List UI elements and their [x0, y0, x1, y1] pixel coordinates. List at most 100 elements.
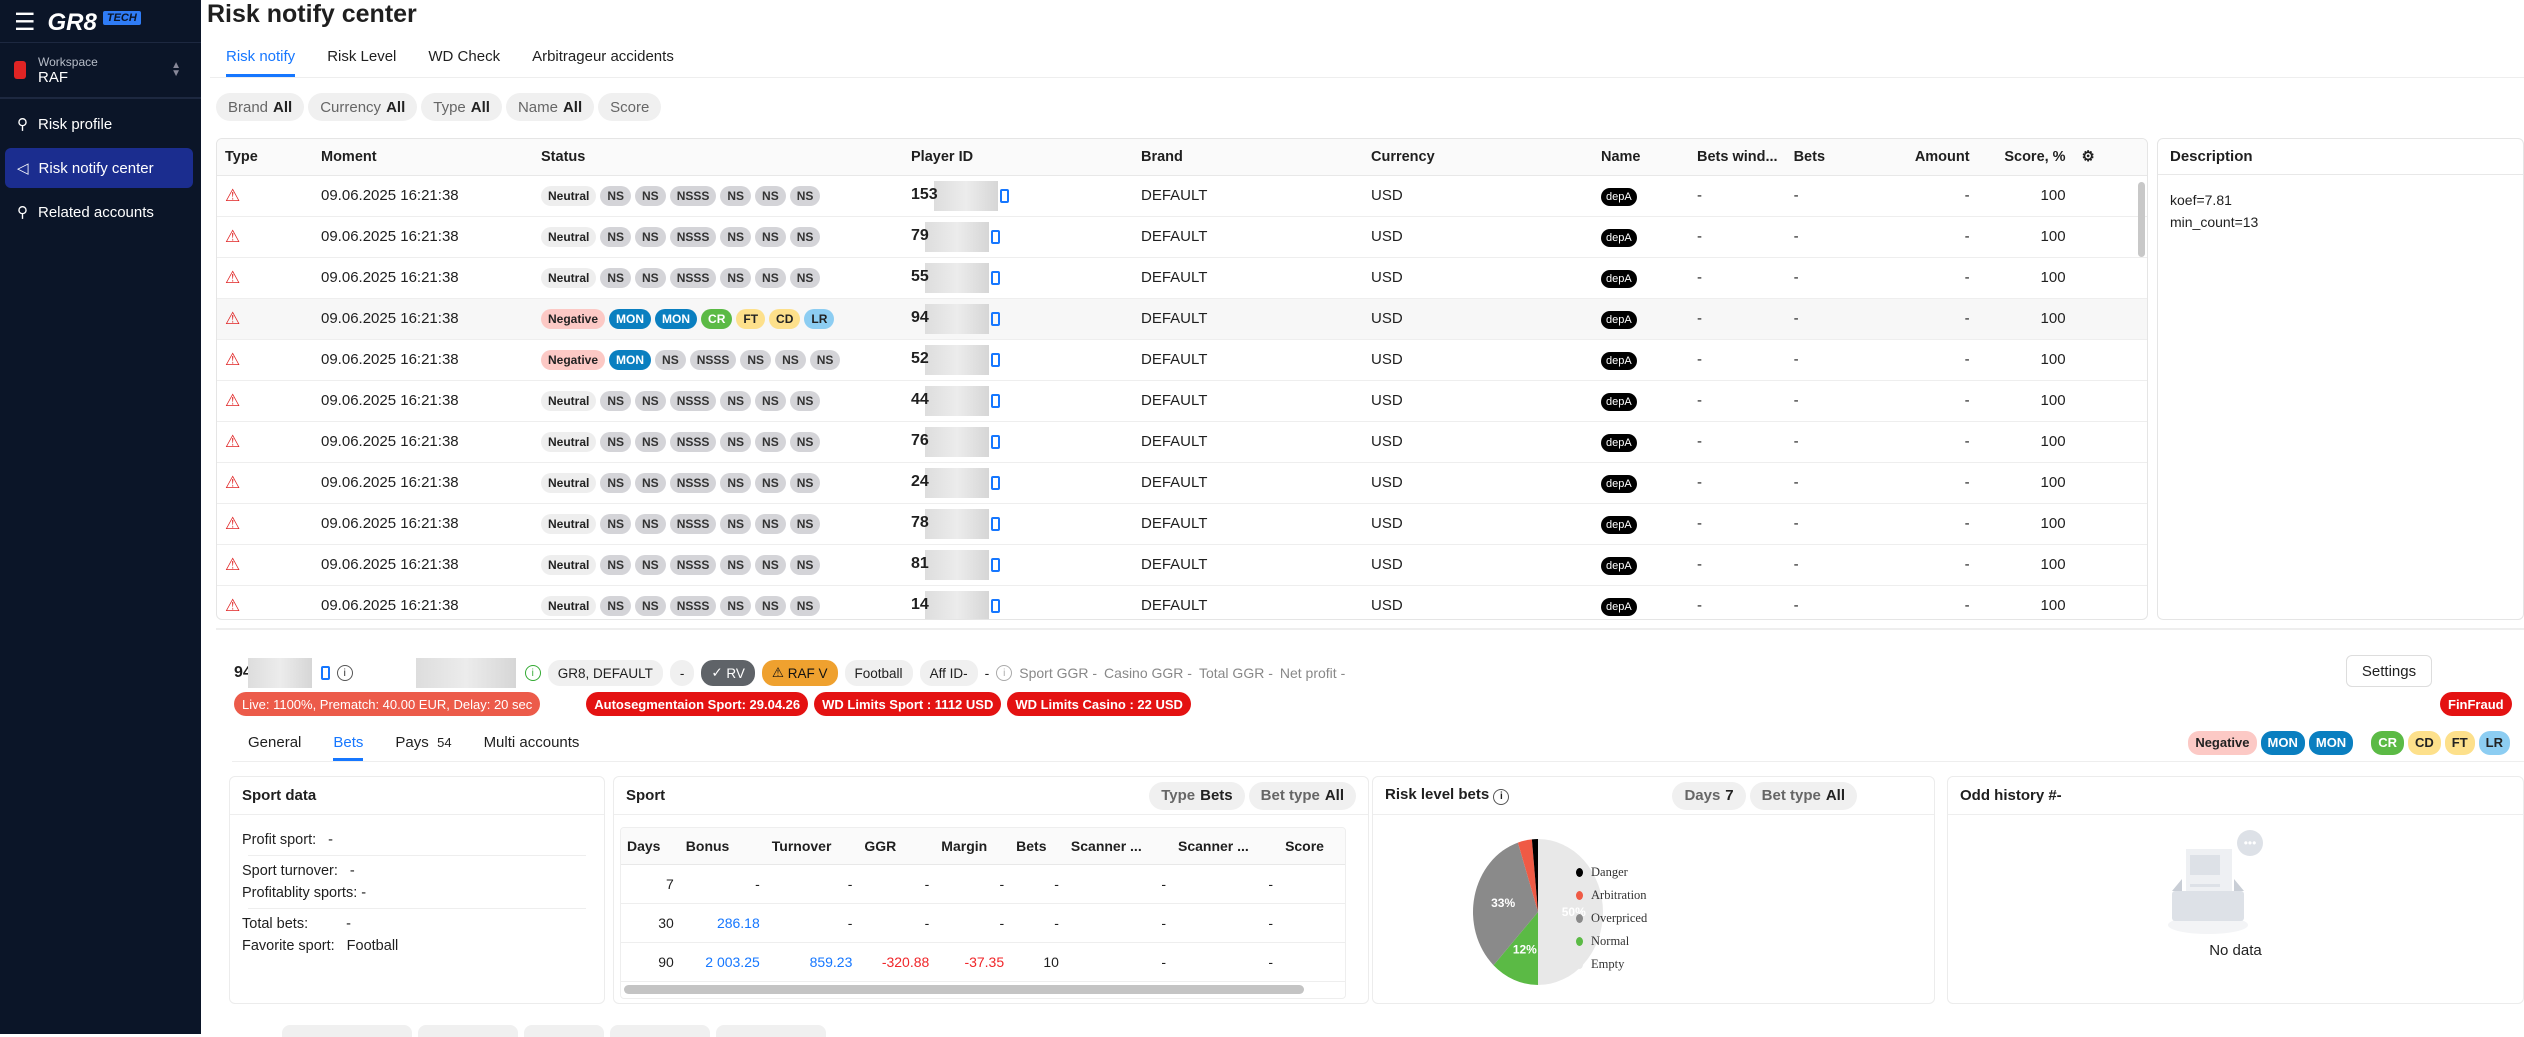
filter-currency[interactable]: Currency All: [308, 93, 418, 121]
pie-slice-empty[interactable]: [1538, 839, 1603, 985]
info-icon[interactable]: i: [336, 665, 353, 681]
table-row[interactable]: ⚠ 09.06.2025 16:21:38 Negative MON MON CR FT CD…: [217, 298, 2147, 340]
menu-icon[interactable]: ☰: [14, 9, 36, 36]
column-header[interactable]: GGR: [858, 828, 936, 865]
copy-icon[interactable]: [990, 475, 1000, 490]
sidebar-item-risk-notify-center[interactable]: ◁ Risk notify center: [5, 148, 193, 188]
column-header[interactable]: Scanner ...: [1064, 828, 1172, 865]
sidebar-item-risk-profile[interactable]: ⚲ Risk profile: [5, 104, 193, 144]
column-header[interactable]: Score: [1279, 828, 1345, 865]
table-row[interactable]: ⚠ 09.06.2025 16:21:38 Negative MON NS NSSS NS N…: [217, 339, 2147, 381]
player-id[interactable]: 78: [911, 514, 929, 532]
legend-item[interactable]: Overpriced: [1576, 907, 1647, 930]
column-header[interactable]: Moment: [313, 139, 533, 176]
table-row[interactable]: ⚠ 09.06.2025 16:21:38 Neutral NS NS NSSS NS NS N…: [217, 380, 2147, 422]
copy-icon[interactable]: [990, 598, 1000, 613]
player-id[interactable]: 14: [911, 596, 929, 614]
horizontal-scrollbar[interactable]: [621, 982, 1345, 998]
bet-type-filter[interactable]: Bet type All: [1749, 781, 1857, 810]
info-icon[interactable]: i: [996, 665, 1013, 681]
bet-type-filter[interactable]: Bet type All: [1248, 781, 1356, 810]
column-header[interactable]: Bets: [1010, 828, 1065, 865]
column-header[interactable]: Bonus: [679, 828, 766, 865]
column-header[interactable]: Amount: [1881, 139, 1978, 176]
copy-icon[interactable]: [320, 666, 330, 680]
player-id[interactable]: 153: [911, 186, 938, 204]
player-id[interactable]: 81: [911, 555, 929, 573]
table-row[interactable]: ⚠ 09.06.2025 16:21:38 Neutral NS NS NSSS NS NS N…: [217, 257, 2147, 299]
column-settings[interactable]: ⚙: [2073, 139, 2147, 176]
tab-pays[interactable]: Pays 54: [395, 734, 452, 751]
column-header[interactable]: Margin: [935, 828, 1011, 865]
table-row[interactable]: ⚠ 09.06.2025 16:21:38 Neutral NS NS NSSS NS NS N…: [217, 585, 2147, 619]
status-pill: NS: [635, 267, 666, 288]
pie-slice-danger[interactable]: [1531, 839, 1538, 912]
gear-icon[interactable]: ⚙: [2081, 148, 2095, 165]
pie-slice-normal[interactable]: [1493, 912, 1538, 985]
copy-icon[interactable]: [990, 557, 1000, 572]
table-row[interactable]: ⚠ 09.06.2025 16:21:38 Neutral NS NS NSSS NS NS N…: [217, 175, 2147, 217]
player-id[interactable]: 24: [911, 473, 929, 491]
info-icon-green[interactable]: i: [524, 665, 541, 681]
copy-icon[interactable]: [990, 270, 1000, 285]
copy-icon[interactable]: [990, 393, 1000, 408]
legend-item[interactable]: Danger: [1576, 861, 1647, 884]
column-header[interactable]: Bets: [1785, 139, 1882, 176]
table-row[interactable]: ⚠ 09.06.2025 16:21:38 Neutral NS NS NSSS NS NS N…: [217, 503, 2147, 545]
copy-icon[interactable]: [990, 434, 1000, 449]
tab-arbitrageur-accidents[interactable]: Arbitrageur accidents: [532, 48, 674, 65]
filter-brand[interactable]: Brand All: [216, 93, 305, 121]
column-header[interactable]: Status: [533, 139, 903, 176]
type-filter[interactable]: Type Bets: [1149, 781, 1245, 810]
column-header[interactable]: Turnover: [765, 828, 859, 865]
filter-name[interactable]: Name All: [505, 93, 595, 121]
settings-button[interactable]: Settings: [2346, 655, 2432, 687]
table-scrollbar[interactable]: [2138, 140, 2146, 620]
limits-tag: Live: 1100%, Prematch: 40.00 EUR, Delay:…: [234, 692, 541, 716]
info-icon[interactable]: i: [1493, 788, 1510, 805]
player-id[interactable]: 55: [911, 268, 929, 286]
column-header[interactable]: Brand: [1133, 139, 1363, 176]
copy-icon[interactable]: [990, 352, 1000, 367]
filter-value: All: [386, 98, 406, 116]
player-id[interactable]: 52: [911, 350, 929, 368]
column-header[interactable]: Days: [621, 828, 680, 865]
table-row[interactable]: ⚠ 09.06.2025 16:21:38 Neutral NS NS NSSS NS NS N…: [217, 462, 2147, 504]
player-id[interactable]: 76: [911, 432, 929, 450]
player-id[interactable]: 79: [911, 227, 929, 245]
column-header[interactable]: Name: [1593, 139, 1689, 176]
column-header[interactable]: Type: [217, 139, 313, 176]
tab-risk-notify[interactable]: Risk notify: [210, 36, 311, 77]
tab-general[interactable]: General: [248, 734, 302, 751]
tab-wd-check[interactable]: WD Check: [428, 48, 501, 65]
legend-item[interactable]: Arbitration: [1576, 884, 1647, 907]
filter-type[interactable]: Type All: [421, 93, 502, 121]
table-row[interactable]: ⚠ 09.06.2025 16:21:38 Neutral NS NS NSSS NS NS N…: [217, 216, 2147, 258]
column-header[interactable]: Currency: [1363, 139, 1593, 176]
table-row[interactable]: ⚠ 09.06.2025 16:21:38 Neutral NS NS NSSS NS NS N…: [217, 544, 2147, 586]
copy-icon[interactable]: [990, 229, 1000, 244]
legend-item[interactable]: Normal: [1576, 930, 1647, 953]
legend-item[interactable]: Empty: [1576, 953, 1647, 976]
tab-multi-accounts[interactable]: Multi accounts: [483, 734, 580, 751]
column-header[interactable]: Score, %: [1977, 139, 2074, 176]
table-row[interactable]: ⚠ 09.06.2025 16:21:38 Neutral NS NS NSSS NS NS N…: [217, 421, 2147, 463]
copy-icon[interactable]: [999, 188, 1009, 203]
copy-icon[interactable]: [990, 516, 1000, 531]
days-filter[interactable]: Days 7: [1672, 781, 1746, 810]
sidebar-item-related-accounts[interactable]: ⚲ Related accounts: [5, 192, 193, 232]
player-id[interactable]: 44: [911, 391, 929, 409]
column-header[interactable]: Player ID: [903, 139, 1133, 176]
column-header[interactable]: Scanner ...: [1171, 828, 1280, 865]
pie-slice-arbitration[interactable]: [1517, 839, 1538, 912]
player-id[interactable]: 94: [911, 309, 929, 327]
tab-bets[interactable]: Bets: [317, 724, 379, 761]
filter-score[interactable]: Score: [598, 93, 662, 121]
workspace-selector[interactable]: Workspace RAF ▲ ▼: [0, 42, 201, 99]
pie-slice-overpriced[interactable]: [1473, 842, 1538, 966]
tab-risk-level[interactable]: Risk Level: [327, 48, 397, 65]
panel-resize-handle[interactable]: [216, 628, 2524, 630]
player-id-cell: 24: [903, 462, 1133, 504]
column-header[interactable]: Bets wind...: [1689, 139, 1786, 176]
copy-icon[interactable]: [990, 311, 1000, 326]
